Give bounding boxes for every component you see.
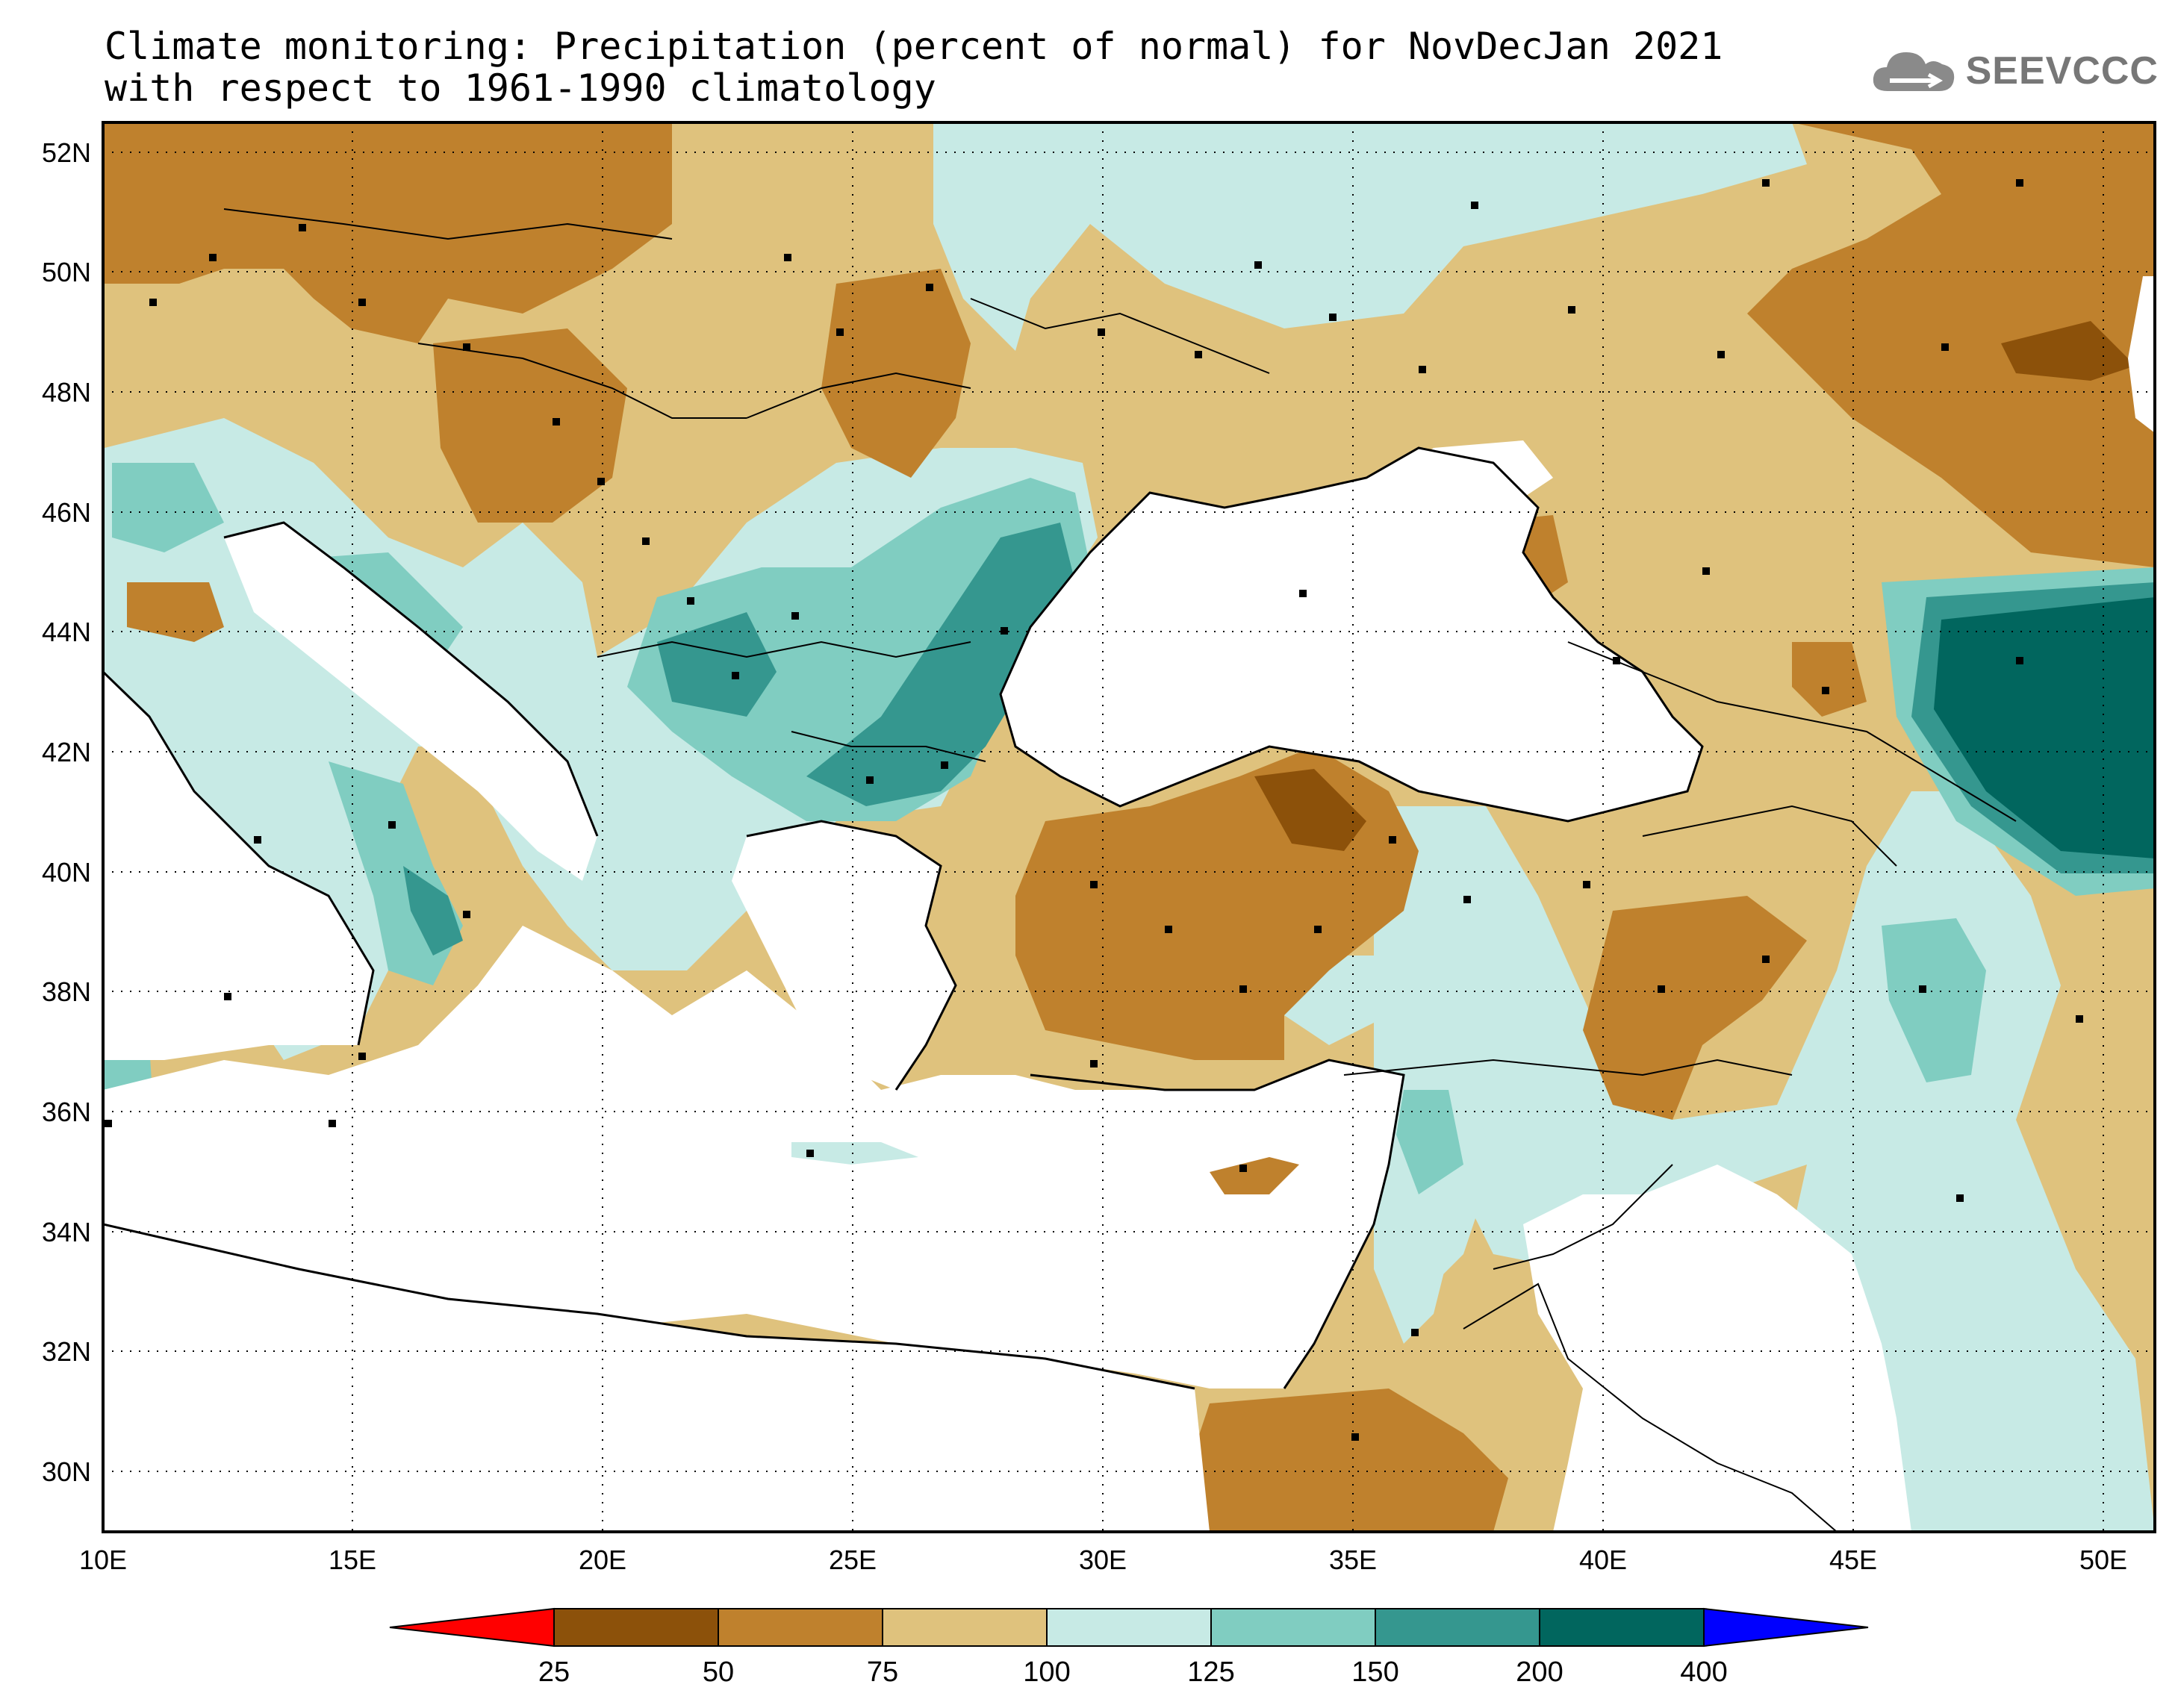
lat-tick-46n: 46N bbox=[42, 497, 91, 528]
colorbar: 25 50 75 100 125 150 200 400 bbox=[389, 1607, 1869, 1688]
region-100-125-ukraine bbox=[933, 122, 1807, 351]
colorbar-boxes bbox=[553, 1608, 1705, 1647]
tyrrhenian-sea bbox=[103, 672, 373, 1060]
colorbar-labels: 25 50 75 100 125 150 200 400 bbox=[538, 1656, 1728, 1688]
mediterranean-sea bbox=[103, 926, 1404, 1388]
aegean-sea bbox=[732, 821, 956, 1090]
region-50-75-central-europe bbox=[105, 122, 672, 343]
colorbar-box-5 bbox=[1375, 1608, 1540, 1647]
colorbar-box-6 bbox=[1539, 1608, 1705, 1647]
north-africa-nodata bbox=[103, 1224, 1210, 1532]
colorbar-box-1 bbox=[718, 1608, 883, 1647]
lat-tick-40n: 40N bbox=[42, 857, 91, 888]
title-line-1: Climate monitoring: Precipitation (perce… bbox=[105, 25, 1723, 68]
cyprus-island bbox=[1210, 1157, 1299, 1194]
region-50-75-russia bbox=[1747, 122, 2155, 567]
region-125-150-iran bbox=[1882, 918, 1986, 1082]
lat-tick-42n: 42N bbox=[42, 737, 91, 767]
region-50-75-sinai bbox=[1195, 1388, 1508, 1532]
logo-text: SEEVCCC bbox=[1965, 49, 2159, 93]
colorbar-label-50: 50 bbox=[703, 1656, 734, 1688]
lat-tick-30n: 30N bbox=[42, 1456, 91, 1487]
lon-tick-15e: 15E bbox=[329, 1545, 376, 1575]
crete-island bbox=[791, 1142, 918, 1165]
azov-sea bbox=[1374, 440, 1553, 523]
colorbar-under-arrow bbox=[389, 1607, 555, 1648]
colorbar-label-25: 25 bbox=[538, 1656, 570, 1688]
lat-tick-36n: 36N bbox=[42, 1097, 91, 1127]
caspian-nodata bbox=[2128, 276, 2155, 433]
colorbar-over-arrow bbox=[1703, 1607, 1869, 1648]
colorbar-label-125: 125 bbox=[1187, 1656, 1234, 1688]
region-200-400-caucasus bbox=[1934, 597, 2155, 858]
lon-tick-35e: 35E bbox=[1329, 1545, 1377, 1575]
region-25-50-anatolia bbox=[1254, 769, 1366, 851]
lat-tick-52n: 52N bbox=[42, 137, 91, 168]
colorbar-box-0 bbox=[553, 1608, 719, 1647]
title-line-2: with respect to 1961-1990 climatology bbox=[105, 66, 936, 110]
graticule bbox=[103, 122, 2155, 1532]
map-frame bbox=[102, 121, 2156, 1533]
borders bbox=[223, 208, 2017, 1532]
lat-tick-32n: 32N bbox=[42, 1336, 91, 1367]
region-150-200-calabria bbox=[403, 866, 463, 956]
adriatic-sea bbox=[224, 523, 597, 881]
colorbar-label-400: 400 bbox=[1680, 1656, 1727, 1688]
region-150-200-romania-bulgaria bbox=[806, 523, 1075, 806]
map-plot-area bbox=[103, 122, 2155, 1532]
lat-tick-34n: 34N bbox=[42, 1217, 91, 1247]
lon-tick-50e: 50E bbox=[2079, 1545, 2127, 1575]
region-50-75-georgia bbox=[1792, 642, 1867, 717]
lon-tick-labels: 10E 15E 20E 25E 30E 35E 40E 45E 50E bbox=[79, 1545, 2127, 1575]
lon-tick-20e: 20E bbox=[579, 1545, 626, 1575]
colorbar-box-4 bbox=[1210, 1608, 1376, 1647]
lon-tick-30e: 30E bbox=[1079, 1545, 1127, 1575]
lat-tick-38n: 38N bbox=[42, 976, 91, 1007]
region-50-75-croatia-coast bbox=[127, 582, 224, 642]
colorbar-box-3 bbox=[1046, 1608, 1212, 1647]
colorbar-label-100: 100 bbox=[1023, 1656, 1070, 1688]
arabia-nodata bbox=[1523, 1165, 1911, 1532]
region-150-200-serbia bbox=[657, 612, 777, 717]
lat-tick-48n: 48N bbox=[42, 377, 91, 408]
lat-tick-labels: 30N 32N 34N 36N 38N 40N 42N 44N 46N 48N … bbox=[42, 137, 91, 1487]
region-125-150-po bbox=[112, 463, 224, 552]
lat-tick-50n: 50N bbox=[42, 257, 91, 287]
region-50-75-east-turkey bbox=[1583, 896, 1807, 1120]
lon-tick-40e: 40E bbox=[1579, 1545, 1627, 1575]
colorbar-label-150: 150 bbox=[1351, 1656, 1398, 1688]
lon-tick-10e: 10E bbox=[79, 1545, 127, 1575]
colorbar-box-2 bbox=[882, 1608, 1048, 1647]
region-125-150-syria bbox=[1396, 1090, 1463, 1194]
colorbar-label-75: 75 bbox=[867, 1656, 898, 1688]
cloud-icon bbox=[1873, 52, 1954, 91]
station-markers bbox=[105, 179, 2083, 1441]
colorbar-label-200: 200 bbox=[1516, 1656, 1563, 1688]
seevccc-logo: SEEVCCC bbox=[1869, 45, 2159, 97]
coastlines bbox=[103, 446, 1704, 1390]
lon-tick-45e: 45E bbox=[1829, 1545, 1877, 1575]
region-25-50-russia bbox=[2001, 321, 2135, 381]
lon-tick-25e: 25E bbox=[829, 1545, 877, 1575]
lat-tick-44n: 44N bbox=[42, 617, 91, 647]
map-title: Climate monitoring: Precipitation (perce… bbox=[105, 25, 1723, 109]
